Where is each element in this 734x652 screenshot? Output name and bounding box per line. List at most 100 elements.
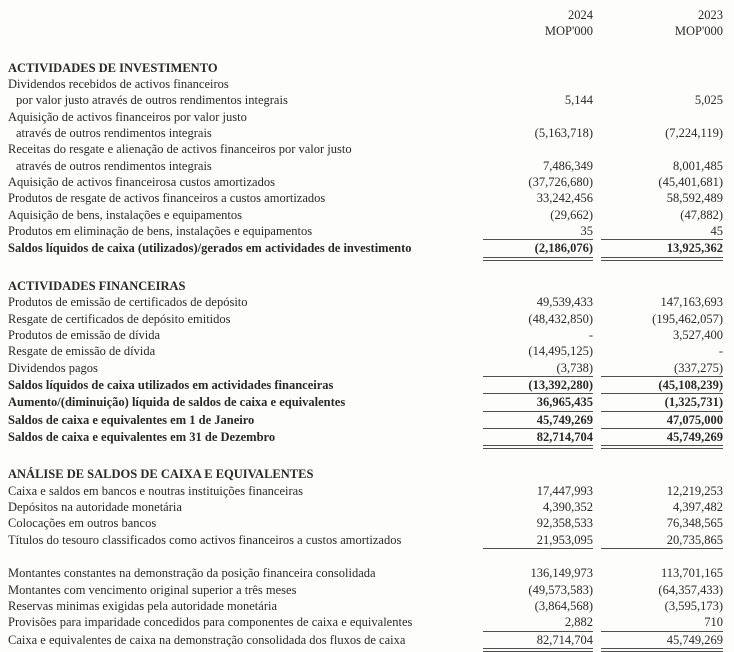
value-2023: 3,527,400 — [673, 327, 723, 342]
value-2024: 92,358,533 — [536, 516, 593, 531]
table-row: Dividendos pagos (3,738) (337,275) — [8, 360, 723, 377]
row-label: Títulos do tesouro classificados como ac… — [8, 532, 402, 547]
table-row: Resgate de certificados de depósito emit… — [8, 311, 723, 327]
statement-section: ACTIVIDADES FINANCEIRAS Produtos de emiss… — [8, 278, 724, 450]
value-2023: 147,163,693 — [660, 295, 724, 310]
table-row: Aquisição de activos financeiros por val… — [8, 109, 723, 125]
value-2023: (337,275) — [601, 360, 723, 377]
statement-section: ANÁLISE DE SALDOS DE CAIXA E EQUIVALENTE… — [8, 466, 723, 652]
table-row: Produtos de resgate de activos financeir… — [8, 190, 723, 206]
value-2024: 33,242,456 — [536, 191, 593, 206]
value-2024: (37,726,680) — [528, 175, 593, 190]
table-row: Títulos do tesouro classificados como ac… — [8, 532, 723, 549]
row-label: Produtos de emissão de dívida — [8, 327, 161, 342]
table-row: Caixa e saldos em bancos e noutras insti… — [8, 483, 723, 499]
table-row: Colocações em outros bancos 92,358,533 76,… — [8, 515, 723, 531]
value-2023: (7,224,119) — [665, 126, 723, 141]
row-label: Reservas minimas exigidas pela autoridad… — [8, 599, 278, 613]
row-label: Montantes com vencimento original superi… — [8, 582, 297, 597]
value-2023: 58,592,489 — [666, 191, 723, 206]
table-row: Provisões para imparidade concedidos par… — [8, 614, 723, 632]
value-2024: 2,882 — [483, 614, 593, 632]
value-2024: (14,495,125) — [528, 344, 593, 359]
row-label: Saldos de caixa e equivalentes em 31 de … — [8, 429, 276, 444]
value-2023: (64,357,433) — [658, 582, 723, 597]
value-2023: (3,595,173) — [664, 599, 723, 613]
value-2024: 82,714,704 — [483, 429, 593, 450]
unit-header-row: MOP'000 MOP'000 — [8, 23, 723, 39]
value-2024: (3,864,568) — [534, 599, 593, 613]
table-row: Aumento/(diminuição) líquida de saldos d… — [8, 394, 723, 412]
table-row: através de outros rendimentos integrais 7… — [8, 158, 723, 174]
value-2024: 7,486,349 — [543, 158, 593, 173]
value-2023: 5,025 — [694, 93, 723, 108]
table-row: Caixa e equivalentes de caixa na demonst… — [8, 632, 723, 652]
value-2023: (45,108,239) — [601, 377, 723, 395]
table-row: Depósitos na autoridade monetária 4,390,3… — [8, 499, 723, 515]
section-title: ACTIVIDADES DE INVESTIMENTO — [8, 60, 218, 75]
row-label: Aumento/(diminuição) líquida de saldos d… — [8, 395, 346, 410]
row-label: Caixa e equivalentes de caixa na demonst… — [8, 632, 406, 647]
table-row: Produtos de emissão de dívida - 3,527,400 — [8, 327, 723, 343]
value-2024: (2,186,076) — [483, 240, 593, 261]
row-label: Provisões para imparidade concedidos par… — [8, 615, 413, 630]
row-label: através de outros rendimentos integrais — [16, 126, 212, 141]
value-2023: 20,735,865 — [601, 532, 723, 549]
value-2024: (29,662) — [550, 207, 593, 222]
table-row: Receitas do resgate e alienação de activ… — [8, 141, 723, 157]
row-label: Dividendos recebidos de activos financei… — [8, 77, 229, 92]
value-2024: 4,390,352 — [543, 499, 593, 514]
section-title: ACTIVIDADES FINANCEIRAS — [8, 278, 186, 293]
value-2024: 82,714,704 — [483, 632, 593, 652]
row-label: Produtos de emissão de certificados de d… — [8, 295, 248, 310]
table-row: por valor justo através de outros rendim… — [8, 92, 723, 108]
row-label: Receitas do resgate e alienação de activ… — [8, 142, 352, 157]
row-label: Saldos de caixa e equivalentes em 1 de J… — [8, 412, 255, 427]
row-label: Aquisição de activos financeiros por val… — [8, 109, 247, 124]
value-2024: 21,953,095 — [483, 532, 593, 549]
year-header-2023: 2023 — [698, 8, 723, 22]
row-label: Aquisição de bens, instalações e equipam… — [8, 207, 242, 222]
row-label: Depósitos na autoridade monetária — [8, 499, 182, 514]
value-2024: (49,573,583) — [528, 582, 593, 597]
year-header-2024: 2024 — [568, 8, 593, 22]
row-label: Produtos em eliminação de bens, instalaç… — [8, 224, 313, 239]
row-label: Colocações em outros bancos — [8, 516, 157, 531]
value-2023: (195,462,057) — [652, 311, 723, 326]
table-row: Aquisição de activos financeirosa custos… — [8, 174, 723, 190]
unit-header-2024: MOP'000 — [544, 24, 593, 39]
value-2024: 49,539,433 — [536, 295, 593, 310]
column-header-block: 2024 2023 MOP'000 MOP'000 — [8, 5, 723, 40]
table-row: Saldos de caixa e equivalentes em 1 de J… — [8, 412, 723, 429]
value-2023: 113,701,165 — [660, 566, 723, 581]
value-2024: 136,149,973 — [530, 566, 594, 581]
value-2023: 47,075,000 — [601, 412, 723, 429]
value-2024: (48,432,850) — [528, 311, 593, 326]
value-2024: - — [588, 327, 593, 342]
value-2023: 13,925,362 — [601, 240, 723, 261]
value-2023: (1,325,731) — [601, 394, 723, 412]
row-label: Caixa e saldos em bancos e noutras insti… — [8, 483, 304, 498]
row-label: Resgate de certificados de depósito emit… — [8, 311, 231, 326]
row-label: através de outros rendimentos integrais — [16, 158, 212, 173]
row-label: Saldos líquidos de caixa (utilizados)/ge… — [8, 241, 412, 256]
table-row: Resgate de emissão de dívida (14,495,125)… — [8, 343, 723, 359]
table-row: Montantes com vencimento original superi… — [8, 582, 723, 598]
value-2024: (5,163,718) — [534, 126, 593, 141]
value-2024: 5,144 — [564, 93, 593, 108]
value-2023: 45,749,269 — [601, 632, 723, 652]
value-2023: (45,401,681) — [658, 175, 723, 190]
table-row: Produtos em eliminação de bens, instalaç… — [8, 223, 723, 241]
row-spacer — [8, 549, 723, 565]
value-2024: (3,738) — [483, 360, 593, 377]
value-2024: 35 — [483, 223, 593, 241]
statement-section: ACTIVIDADES DE INVESTIMENTO Dividendos re… — [8, 60, 723, 261]
table-row: através de outros rendimentos integrais (… — [8, 125, 723, 141]
value-2024: (13,392,280) — [483, 377, 593, 395]
table-row: Dividendos recebidos de activos financei… — [8, 76, 723, 92]
table-row: Aquisição de bens, instalações e equipam… — [8, 207, 723, 223]
unit-header-2023: MOP'000 — [674, 24, 723, 39]
value-2023: - — [718, 344, 723, 359]
value-2023: 45 — [601, 223, 723, 241]
table-row: Saldos líquidos de caixa utilizados em a… — [8, 377, 723, 395]
